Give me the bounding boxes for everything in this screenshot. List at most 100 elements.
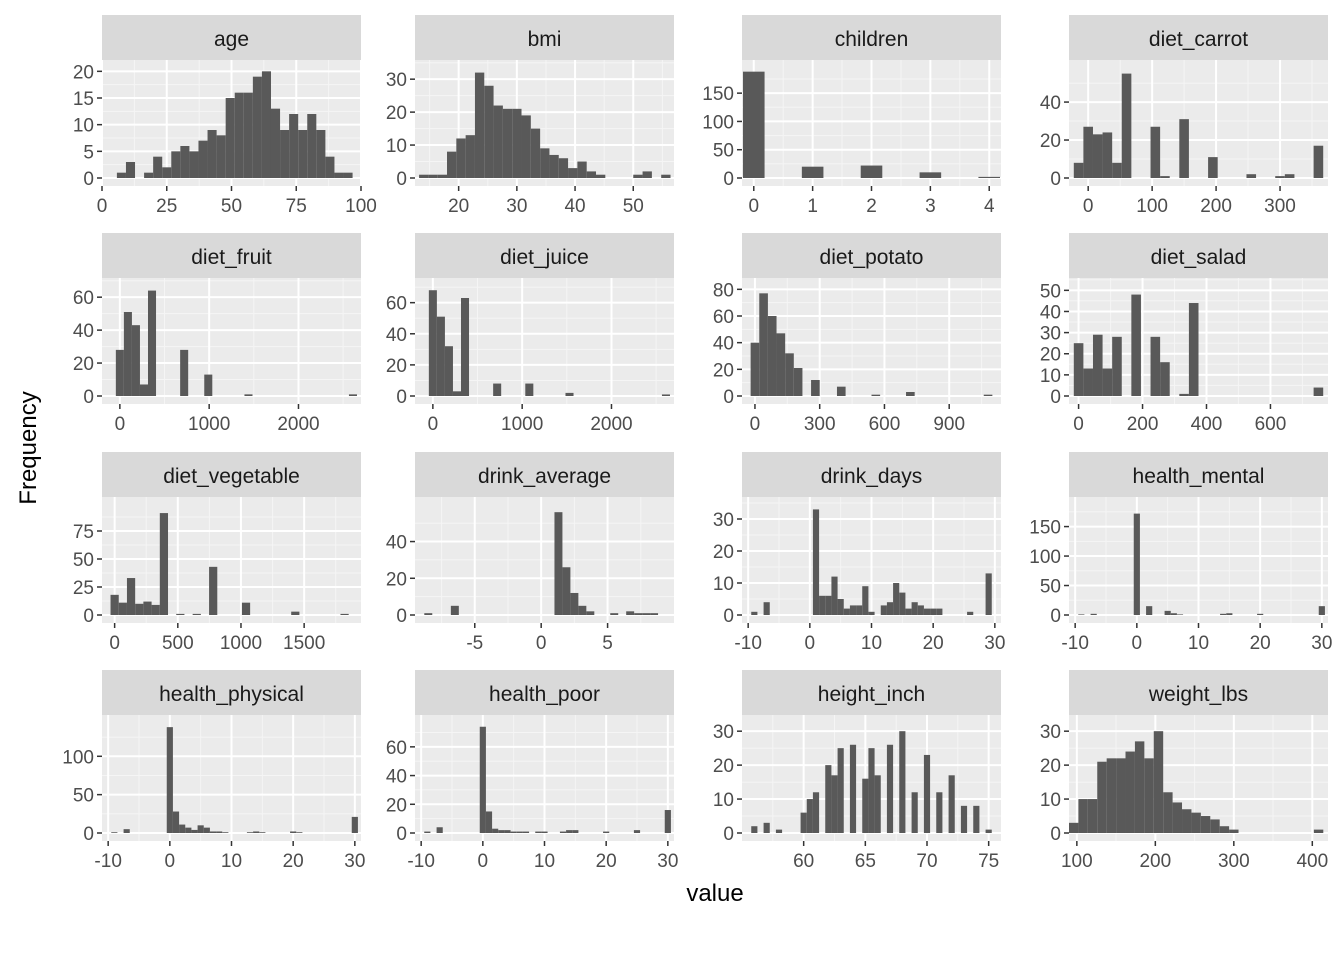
histogram-bar	[151, 604, 160, 615]
histogram-bar	[1182, 809, 1192, 833]
histogram-bar	[504, 830, 511, 833]
y-tick-label: 30	[386, 70, 407, 91]
facet-age: age 0 5 10 15 20 0 25 50 75 100	[73, 15, 377, 217]
histogram-bar	[1078, 614, 1085, 615]
x-tick-label: 1000	[188, 414, 230, 435]
facet-strip-label: drink_days	[821, 465, 923, 488]
histogram-bar	[759, 293, 768, 396]
histogram-bar	[1150, 336, 1161, 396]
x-tick-label: 1000	[220, 633, 262, 654]
facet-strip	[415, 15, 674, 60]
histogram-bar	[1176, 614, 1184, 615]
histogram-bar	[525, 383, 534, 396]
x-tick-label: 0	[1083, 196, 1094, 217]
y-tick-label: 0	[396, 824, 407, 845]
x-tick-label: 10	[221, 851, 242, 872]
y-tick-label: 30	[1040, 324, 1061, 345]
x-tick-label: 0	[115, 414, 126, 435]
histogram-bar	[1284, 174, 1295, 178]
histogram-bar	[1102, 132, 1113, 178]
histogram-bar	[750, 342, 760, 396]
histogram-bar	[479, 726, 486, 833]
y-tick-label: 100	[702, 112, 734, 133]
y-tick-label: 0	[723, 387, 734, 408]
histogram-bar	[1097, 761, 1107, 833]
y-tick-label: 0	[396, 387, 407, 408]
histogram-bar	[819, 595, 826, 615]
histogram-bar	[225, 98, 235, 178]
histogram-bar	[456, 138, 466, 178]
x-tick-label: 500	[162, 633, 194, 654]
histogram-bar	[1172, 802, 1183, 833]
histogram-bar	[763, 602, 770, 615]
histogram-bar	[905, 608, 912, 615]
histogram-bar	[110, 594, 119, 615]
histogram-bar	[252, 76, 262, 178]
histogram-bar	[978, 176, 1001, 178]
histogram-bar	[424, 613, 433, 615]
histogram-bar	[1219, 826, 1230, 833]
y-tick-label: 0	[83, 169, 94, 190]
facet-strip	[415, 452, 674, 497]
x-tick-label: 1000	[501, 414, 543, 435]
histogram-bar	[793, 368, 803, 396]
facet-diet-fruit: diet_fruit 0 20 40 60 0 1000 2000	[73, 233, 361, 435]
y-tick-label: 20	[73, 62, 94, 83]
facet-strip	[102, 233, 361, 278]
y-tick-label: 0	[723, 169, 734, 190]
facet-strip	[102, 670, 361, 715]
x-tick-label: 0	[1073, 414, 1084, 435]
x-tick-label: 300	[1264, 196, 1296, 217]
histogram-bar	[1083, 126, 1093, 178]
y-tick-label: 20	[713, 756, 734, 777]
histogram-bar	[825, 765, 832, 833]
histogram-bar	[348, 394, 357, 396]
x-tick-label: 2000	[277, 414, 319, 435]
facet-strip-label: height_inch	[818, 683, 925, 706]
facet-bmi: bmi 0 10 20 30 20 30 40 50	[386, 15, 674, 217]
histogram-bar	[436, 316, 445, 396]
histogram-bar	[204, 374, 213, 396]
histogram-bar	[923, 608, 931, 615]
facet-weight-lbs: weight_lbs 0 10 20 30 100 200 300 400	[1040, 670, 1328, 872]
y-tick-label: 0	[83, 606, 94, 627]
histogram-bar	[428, 290, 437, 396]
x-tick-label: 0	[165, 851, 176, 872]
y-tick-label: 40	[1040, 302, 1061, 323]
histogram-bar	[447, 151, 457, 178]
facet-strip	[1069, 233, 1328, 278]
facet-strip-label: diet_vegetable	[163, 465, 300, 488]
facet-drink-average: drink_average 0 20 40 -5 0 5	[386, 452, 674, 654]
histogram-bar	[886, 744, 894, 833]
facet-diet-potato: diet_potato 0 20 40 60 80 0 300 600 900	[713, 233, 1001, 435]
histogram-bar	[243, 92, 253, 178]
histogram-bar	[893, 583, 900, 615]
histogram-bar	[917, 605, 924, 615]
facet-strip-label: weight_lbs	[1148, 683, 1248, 706]
x-tick-label: 20	[1250, 633, 1271, 654]
x-tick-label: 20	[923, 633, 944, 654]
panel-background	[102, 278, 361, 404]
x-tick-label: 0	[748, 196, 759, 217]
histogram-bar	[577, 161, 587, 178]
facet-strip	[1069, 670, 1328, 715]
histogram-bar	[1179, 393, 1189, 396]
histogram-bar	[642, 613, 651, 615]
histogram-bar	[596, 174, 606, 178]
y-tick-label: 20	[713, 542, 734, 563]
histogram-bar	[291, 611, 300, 615]
y-tick-label: 40	[386, 533, 407, 554]
histogram-bar	[751, 611, 758, 615]
x-tick-label: 0	[97, 196, 108, 217]
histogram-bar	[171, 151, 181, 178]
x-tick-label: -10	[1061, 633, 1088, 654]
x-tick-label: 25	[156, 196, 177, 217]
histogram-bar	[436, 827, 443, 833]
histogram-bar	[166, 727, 173, 833]
histogram-bar	[116, 172, 126, 178]
histogram-bar	[241, 602, 251, 615]
histogram-bar	[125, 162, 136, 178]
